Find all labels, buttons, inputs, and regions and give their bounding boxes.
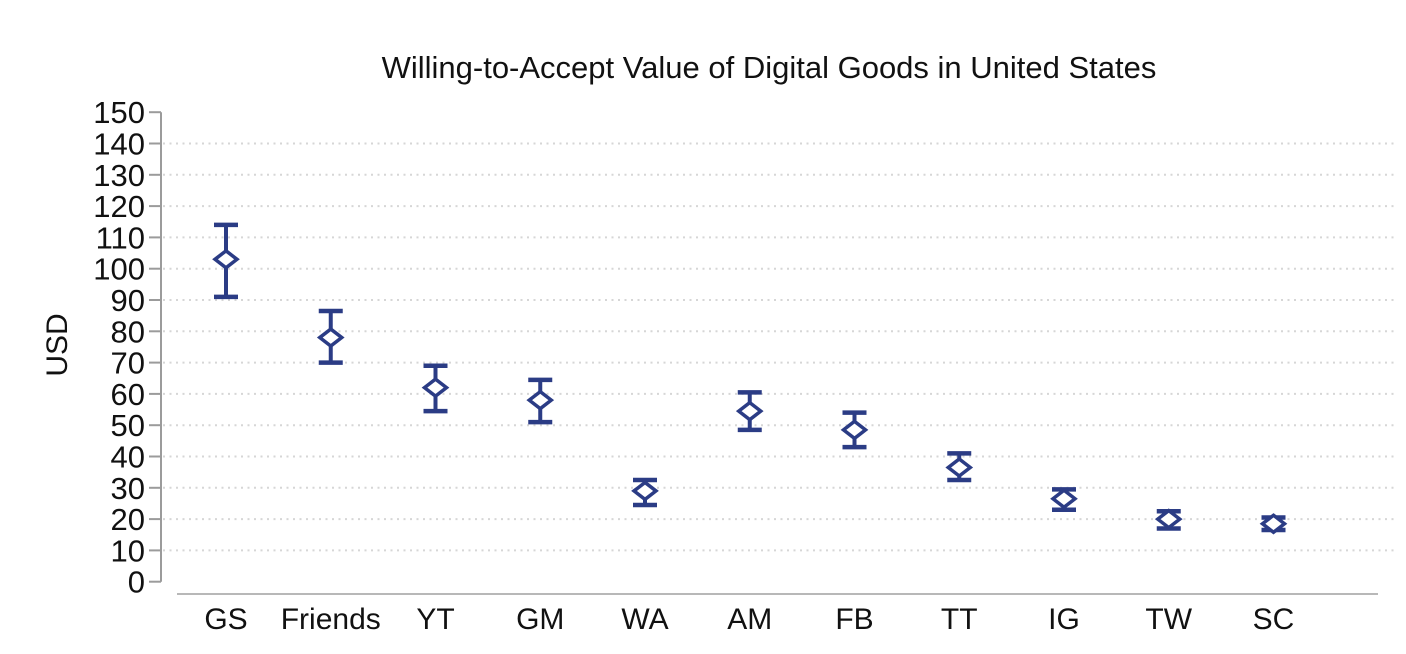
y-tick-label-60: 60: [111, 377, 145, 412]
y-tick-label-120: 120: [93, 189, 145, 224]
x-tick-label-TW: TW: [1145, 603, 1192, 636]
x-tick-label-TT: TT: [941, 603, 978, 636]
marker-Friends: [316, 326, 345, 349]
x-tick-label-AM: AM: [727, 603, 772, 636]
y-tick-label-140: 140: [93, 127, 145, 162]
y-tick-label-50: 50: [111, 408, 145, 443]
y-tick-label-150: 150: [93, 95, 145, 130]
marker-GS: [212, 248, 240, 271]
marker-TW: [1154, 508, 1183, 530]
marker-SC: [1259, 513, 1288, 535]
y-tick-label-10: 10: [111, 533, 145, 568]
y-tick-label-30: 30: [111, 471, 145, 506]
x-tick-label-YT: YT: [416, 603, 454, 636]
x-tick-label-GS: GS: [204, 603, 247, 636]
y-tick-label-0: 0: [128, 565, 145, 600]
chart-title: Willing-to-Accept Value of Digital Goods…: [381, 50, 1157, 85]
marker-FB: [840, 419, 869, 441]
marker-TT: [945, 456, 974, 479]
y-tick-label-90: 90: [111, 283, 145, 318]
y-tick-label-80: 80: [111, 314, 145, 349]
marker-YT: [421, 376, 450, 399]
y-tick-label-130: 130: [93, 158, 145, 193]
x-tick-label-FB: FB: [835, 603, 873, 636]
marker-GM: [526, 389, 555, 411]
marker-IG: [1050, 488, 1078, 510]
y-tick-label-20: 20: [111, 502, 145, 537]
y-tick-label-40: 40: [111, 440, 145, 475]
y-tick-label-110: 110: [96, 220, 145, 255]
marker-WA: [631, 480, 659, 502]
x-tick-label-WA: WA: [621, 603, 668, 636]
y-tick-label-70: 70: [111, 346, 145, 381]
x-tick-label-SC: SC: [1253, 603, 1295, 636]
marker-AM: [735, 400, 764, 422]
x-tick-label-Friends: Friends: [281, 603, 381, 636]
x-tick-label-IG: IG: [1048, 603, 1080, 636]
x-tick-label-GM: GM: [516, 603, 564, 636]
y-tick-label-100: 100: [93, 252, 145, 287]
